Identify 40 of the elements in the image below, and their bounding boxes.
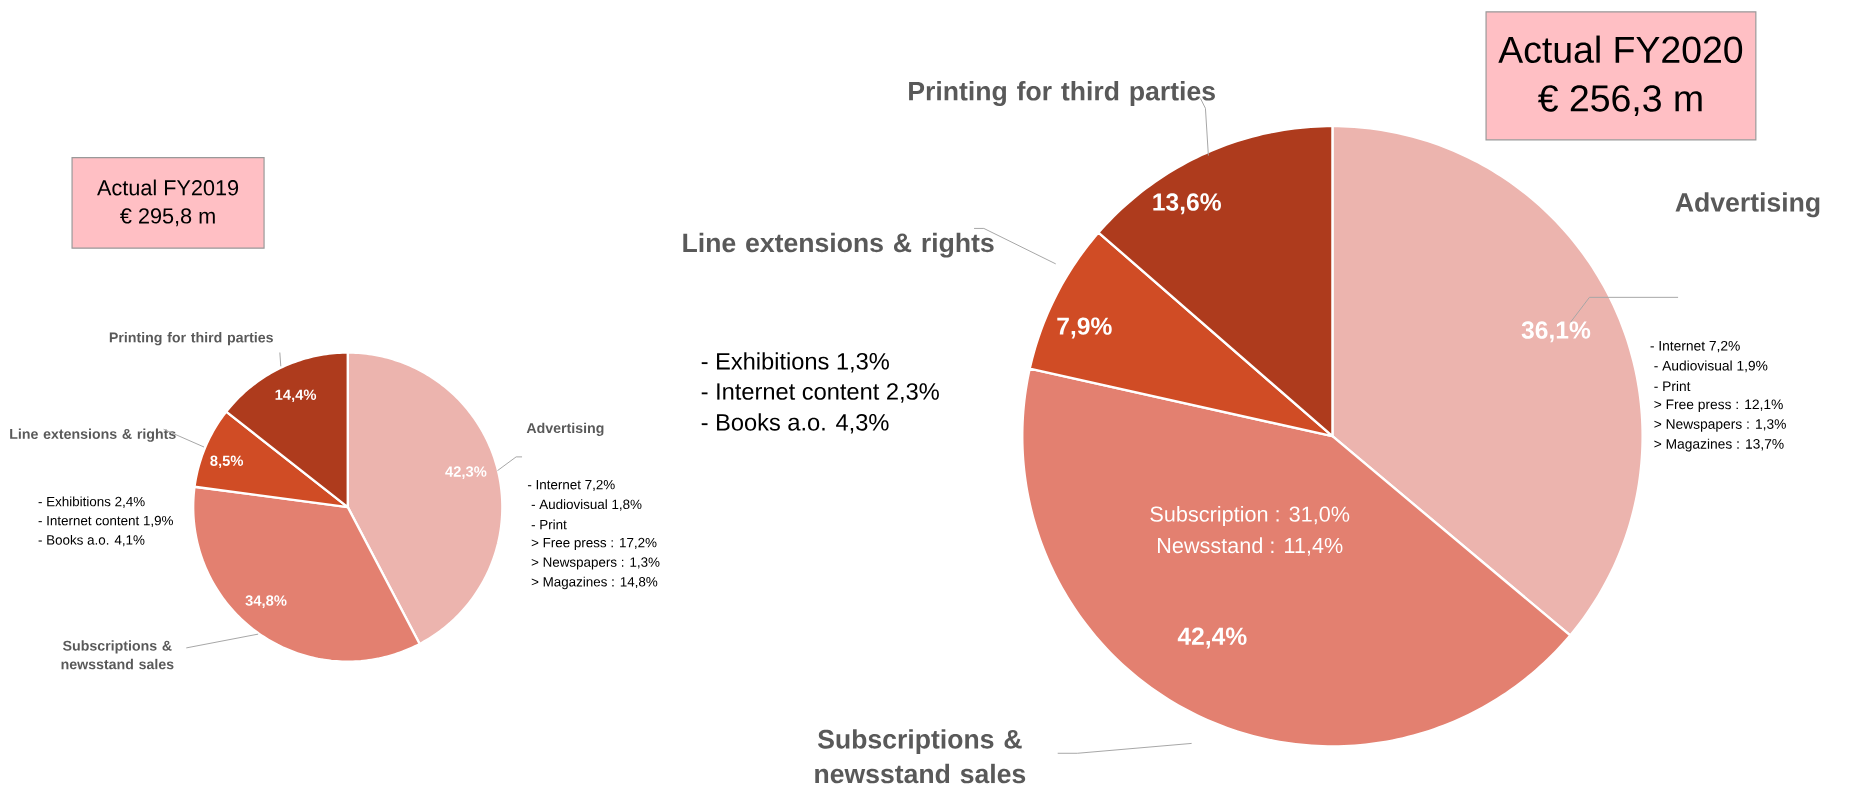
chart-subtitle: € 295,8 m: [120, 208, 215, 227]
text: Newsstand : 11,4%: [1158, 537, 1343, 556]
text: - Internet 7,2%: [1650, 340, 1740, 353]
chart-title: Actual FY2020: [1498, 35, 1743, 64]
text: > Newspapers : 1,3%: [531, 557, 660, 570]
text: - Books a.o. 4,3%: [701, 413, 889, 434]
slice-label: Advertising: [526, 422, 604, 437]
slice-label: Printing for third parties: [109, 332, 273, 346]
text: > Newspapers : 1,3%: [1654, 419, 1786, 432]
slice-label: Subscriptions & newsstand sales: [815, 729, 1026, 784]
data-label: 8,5%: [210, 455, 244, 469]
text: - Internet 7,2%: [527, 479, 615, 492]
chart-subtitle: € 256,3 m: [1538, 85, 1702, 117]
text: > Free press : 12,1%: [1654, 399, 1783, 412]
data-label: 7,9%: [1057, 317, 1112, 339]
text: - Print: [531, 519, 567, 530]
text: > Magazines : 13,7%: [1654, 438, 1784, 452]
data-label: 13,6%: [1153, 193, 1221, 215]
chart-title: Actual FY2019: [97, 179, 239, 196]
slice-label: Printing for third parties: [909, 81, 1215, 107]
data-label: 34,8%: [245, 595, 287, 608]
data-label: 42,3%: [445, 466, 487, 479]
text: - Internet content 2,3%: [701, 383, 939, 403]
text: - Audiovisual 1,8%: [531, 499, 642, 511]
slice-label: Advertising: [1675, 192, 1820, 218]
text: - Print: [1654, 381, 1691, 392]
data-label: 36,1%: [1521, 321, 1591, 343]
slice-label: Line extensions & rights: [683, 232, 994, 258]
text: - Audiovisual 1,9%: [1654, 360, 1768, 373]
text: - Exhibitions 2,4%: [38, 496, 145, 508]
slice-label: Subscriptions & newsstand sales: [61, 640, 174, 670]
text: - Books a.o. 4,1%: [38, 534, 145, 547]
data-label: 14,4%: [275, 389, 317, 403]
data-label: 42,4%: [1177, 627, 1247, 649]
text: > Free press : 17,2%: [531, 537, 657, 551]
text: Subscription : 31,0%: [1150, 505, 1350, 527]
text: > Magazines : 14,8%: [531, 576, 658, 590]
text: - Internet content 1,9%: [38, 515, 173, 527]
text: - Exhibitions 1,3%: [701, 352, 889, 373]
slice-label: Line extensions & rights: [10, 428, 176, 442]
